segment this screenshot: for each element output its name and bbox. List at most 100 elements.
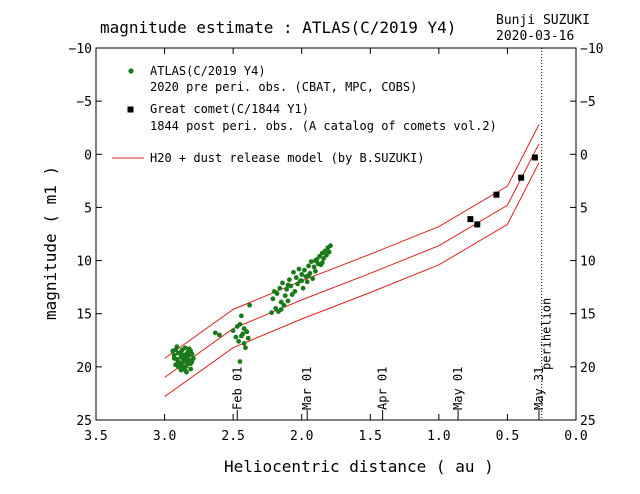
data-point-great-comet: [531, 154, 538, 161]
data-point-atlas: [273, 306, 279, 311]
y-tick-label-right: 5: [580, 201, 588, 216]
data-point-atlas: [182, 367, 188, 373]
date-label: 2020-03-16: [496, 29, 574, 44]
data-point-atlas: [270, 296, 276, 302]
date-marker-label: Apr 01: [376, 367, 390, 410]
data-point-atlas: [278, 299, 284, 305]
data-point-atlas: [282, 293, 288, 299]
data-point-atlas: [233, 334, 239, 340]
data-point-atlas: [319, 260, 325, 266]
data-point-atlas: [306, 273, 311, 278]
y-tick-label: 15: [76, 308, 92, 323]
data-point-atlas: [180, 364, 185, 370]
perihelion-label: perihelion: [540, 298, 554, 370]
data-point-atlas: [212, 330, 218, 336]
data-point-atlas: [269, 310, 274, 316]
date-marker-label: Mar 01: [300, 367, 314, 410]
y-tick-label: −10: [69, 42, 92, 57]
data-point-atlas: [241, 326, 247, 331]
data-point-great-comet: [518, 174, 525, 181]
data-point-atlas: [243, 345, 248, 351]
data-point-atlas: [175, 350, 181, 356]
data-point-atlas: [302, 267, 307, 273]
x-axis-label: Heliocentric distance ( au ): [224, 457, 494, 476]
plot-frame: [95, 47, 577, 421]
y-tick-label-right: −5: [580, 95, 596, 110]
data-point-great-comet: [467, 216, 474, 223]
data-point-atlas: [299, 278, 305, 284]
data-point-atlas: [188, 366, 194, 372]
data-point-atlas: [237, 359, 243, 364]
data-point-atlas: [310, 276, 316, 282]
data-point-atlas: [299, 271, 305, 277]
model-curve: [164, 143, 540, 378]
date-marker-label: May 01: [451, 367, 465, 410]
data-point-atlas: [289, 292, 295, 297]
plot-area: 3.5 3.0 2.5 2.0 1.5 1.0 0.5 0.0 −10 −10 −5 −5 0 0 5 5 10…: [69, 42, 604, 444]
x-tick-label: 1.5: [359, 429, 382, 444]
data-point-atlas: [295, 281, 300, 287]
data-point-atlas: [317, 253, 322, 259]
y-tick-label-right: 25: [580, 414, 596, 429]
data-point-atlas: [285, 282, 291, 288]
data-point-atlas: [321, 256, 327, 261]
data-point-atlas: [304, 279, 310, 285]
legend-label-atlas: ATLAS(C/2019 Y4): [150, 64, 266, 78]
date-marker-label: May 31: [532, 367, 546, 410]
model-curve: [164, 124, 540, 359]
data-point-atlas: [292, 288, 298, 294]
data-point-atlas: [189, 359, 195, 364]
y-tick-label-right: −10: [580, 42, 603, 57]
model-curve: [164, 162, 540, 398]
data-point-atlas: [313, 268, 318, 274]
data-point-atlas: [300, 285, 306, 291]
x-tick-label: 3.5: [84, 429, 107, 444]
x-tick-label: 0.0: [564, 429, 587, 444]
data-point-atlas: [326, 249, 332, 255]
data-point-atlas: [186, 352, 192, 358]
data-point-atlas: [285, 298, 291, 304]
data-point-atlas: [171, 352, 177, 358]
data-point-atlas: [296, 266, 302, 272]
data-point-atlas: [311, 264, 317, 270]
legend-marker-atlas: [128, 68, 134, 74]
x-tick-label: 0.5: [496, 429, 519, 444]
data-point-atlas: [286, 277, 292, 283]
date-marker-label: Feb 01: [230, 367, 244, 410]
data-point-atlas: [236, 338, 242, 344]
data-point-atlas: [238, 313, 244, 319]
data-point-atlas: [291, 269, 296, 275]
author-label: Bunji SUZUKI: [496, 13, 590, 28]
data-point-atlas: [173, 347, 178, 353]
data-point-atlas: [293, 275, 299, 280]
data-point-atlas: [240, 331, 246, 337]
data-point-atlas: [306, 263, 311, 269]
data-point-atlas: [328, 243, 333, 249]
y-tick-label: 20: [76, 361, 92, 376]
x-tick-label: 2.5: [221, 429, 244, 444]
legend: ATLAS(C/2019 Y4) 2020 pre peri. obs. (CB…: [112, 64, 497, 165]
y-axis-label: magnitude ( m1 ): [41, 166, 60, 320]
data-point-great-comet: [474, 221, 481, 228]
data-point-atlas: [182, 353, 188, 359]
data-point-atlas: [217, 332, 222, 338]
y-tick-label-right: 10: [580, 255, 596, 270]
y-tick-label: 0: [84, 148, 92, 163]
data-point-atlas: [308, 259, 314, 265]
data-point-atlas: [324, 252, 329, 258]
data-point-atlas: [245, 335, 251, 341]
y-tick-label: −5: [76, 95, 92, 110]
legend-label-model: H20 + dust release model (by B.SUZUKI): [150, 151, 425, 165]
x-tick-label: 2.0: [290, 429, 313, 444]
data-point-atlas: [284, 286, 290, 292]
y-tick-label: 25: [76, 414, 92, 429]
x-tick-label: 3.0: [153, 429, 176, 444]
y-tick-label-right: 15: [580, 308, 596, 323]
data-point-atlas: [247, 302, 253, 308]
data-point-atlas: [280, 280, 285, 286]
legend-marker-great-comet: [127, 106, 134, 113]
legend-sublabel-atlas: 2020 pre peri. obs. (CBAT, MPC, COBS): [150, 80, 417, 94]
data-point-atlas: [277, 285, 283, 291]
data-point-atlas: [278, 307, 284, 312]
data-point-atlas: [322, 248, 328, 254]
